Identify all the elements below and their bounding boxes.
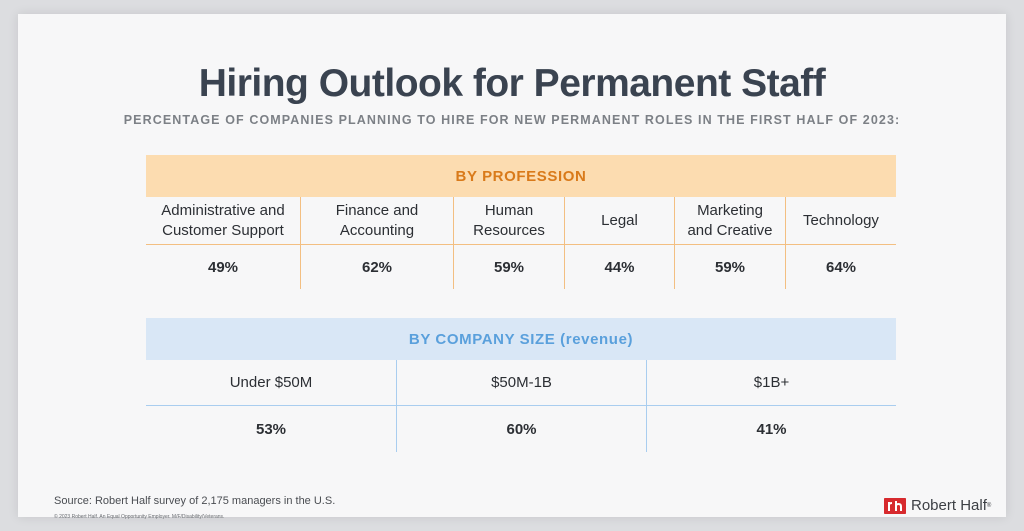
profession-label-legal: Legal [564, 197, 674, 245]
label-line: Accounting [339, 221, 415, 239]
profession-value-finance: 62% [300, 245, 453, 289]
profession-label-technology: Technology [785, 197, 896, 245]
label-line: Human [484, 201, 534, 219]
size-value-50m-1b: 60% [396, 406, 646, 452]
label-line: Resources [473, 221, 545, 239]
profession-table: BY PROFESSION Administrative and Customer… [146, 155, 896, 289]
label-line: Technology [803, 211, 879, 229]
size-label-under-50m: Under $50M [146, 360, 396, 406]
size-value-under-50m: 53% [255, 420, 287, 438]
company-size-values-row: 53% 60% 41% [146, 406, 896, 452]
infographic-card: Hiring Outlook for Permanent Staff PERCE… [18, 14, 1006, 520]
size-label-1b-plus: $1B+ [646, 360, 896, 406]
profession-value-marketing: 59% [674, 245, 785, 289]
robert-half-logo-icon [884, 497, 906, 514]
profession-value-hr: 59% [453, 245, 564, 289]
profession-values-row: 49% 62% 59% 44% 59% 64% [146, 245, 896, 289]
label-line: and Creative [687, 221, 773, 239]
size-label-50m-1b: $50M-1B [396, 360, 646, 406]
profession-label-hr: Human Resources [453, 197, 564, 245]
page-title: Hiring Outlook for Permanent Staff [198, 62, 826, 105]
profession-value-admin: 49% [207, 258, 239, 276]
company-size-header: BY COMPANY SIZE (revenue) [146, 318, 896, 360]
brand-logo: Robert Half ® [884, 497, 991, 514]
brand-name: Robert Half [911, 497, 987, 514]
label-line: Finance and [335, 201, 419, 219]
source-note: Source: Robert Half survey of 2,175 mana… [54, 495, 336, 507]
legal-note: © 2023 Robert Half. An Equal Opportunity… [54, 514, 225, 520]
profession-label-finance: Finance and Accounting [300, 197, 453, 245]
label-line: Customer Support [162, 221, 284, 239]
profession-labels-row: Administrative and Customer Support Finan… [146, 197, 896, 245]
company-size-table: BY COMPANY SIZE (revenue) Under $50M $50… [146, 318, 896, 452]
registered-mark: ® [986, 502, 992, 509]
profession-label-marketing: Marketing and Creative [674, 197, 785, 245]
label-line: Legal [601, 211, 638, 229]
company-size-labels-row: Under $50M $50M-1B $1B+ [146, 360, 896, 406]
label-line: Marketing [697, 201, 763, 219]
page-subtitle: PERCENTAGE OF COMPANIES PLANNING TO HIRE… [123, 113, 901, 127]
profession-value-legal: 44% [564, 245, 674, 289]
size-value-1b-plus: 41% [646, 406, 896, 452]
profession-header: BY PROFESSION [146, 155, 896, 197]
profession-value-technology: 64% [785, 245, 896, 289]
profession-label-admin: Administrative and Customer Support [146, 197, 300, 245]
label-line: Administrative and [161, 201, 285, 219]
